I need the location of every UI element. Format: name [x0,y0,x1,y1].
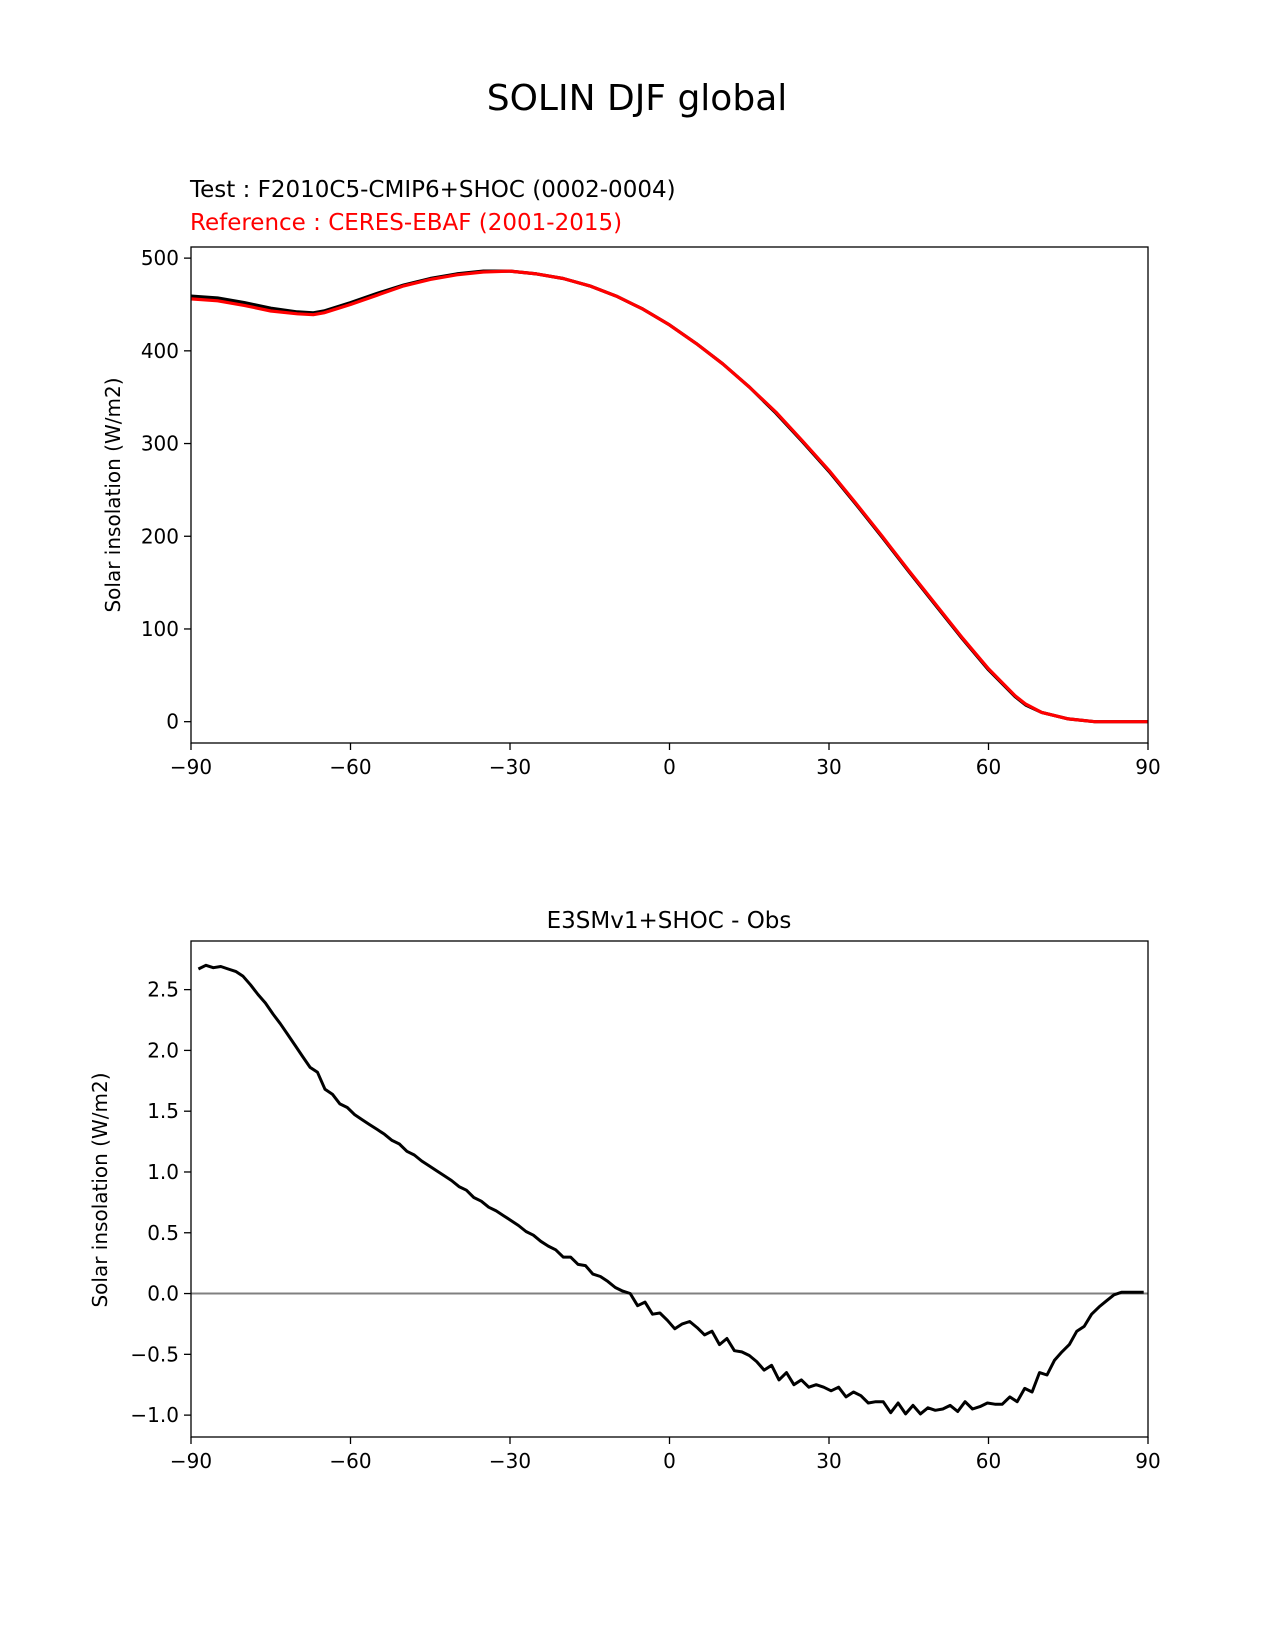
x-tick-label: −30 [489,1449,531,1473]
x-tick-label: −60 [329,1449,371,1473]
top-ylabel: Solar insolation (W/m2) [101,377,125,612]
top-tick-group: −90 −60 −30 0 30 60 90 0 100 200 300 400 500 [141,246,1161,779]
y-tick-label: 1.5 [147,1099,179,1123]
x-tick-label: −90 [170,1449,212,1473]
y-tick-label: 0.0 [147,1282,179,1306]
y-tick-label: 2.5 [147,978,179,1002]
x-tick-label: 90 [1135,755,1160,779]
y-tick-label: 200 [141,524,179,548]
bottom-title: E3SMv1+SHOC - Obs [547,908,792,934]
bottom-plot-frame [190,940,1149,1438]
y-tick-label: 0.5 [147,1221,179,1245]
x-tick-label: −90 [170,755,212,779]
figure-title: SOLIN DJF global [487,78,788,119]
y-tick-label: 500 [141,246,179,270]
top-series-group [190,269,1148,724]
test-title: Test : F2010C5-CMIP6+SHOC (0002-0004) [189,177,676,203]
top-panel: Test : F2010C5-CMIP6+SHOC (0002-0004) Re… [101,177,1161,779]
test-series-line [190,269,1148,724]
x-tick-label: −60 [329,755,371,779]
bottom-series-group [191,963,1148,1416]
bottom-panel: E3SMv1+SHOC - Obs Solar insolation (W/m2… [88,908,1161,1473]
x-tick-label: 90 [1135,1449,1160,1473]
top-plot-frame [190,246,1149,744]
reference-title: Reference : CERES-EBAF (2001-2015) [190,210,622,236]
x-tick-label: 60 [976,1449,1001,1473]
y-tick-label: 400 [141,339,179,363]
x-tick-label: 30 [816,1449,841,1473]
y-tick-label: −0.5 [130,1342,179,1366]
reference-series-line [190,269,1148,724]
x-tick-label: −30 [489,755,531,779]
y-tick-label: −1.0 [130,1403,179,1427]
x-tick-label: 30 [816,755,841,779]
bottom-ylabel: Solar insolation (W/m2) [88,1072,112,1307]
y-tick-label: 0 [166,710,179,734]
x-tick-label: 0 [663,755,676,779]
y-tick-label: 1.0 [147,1160,179,1184]
difference-series-line [197,963,1144,1416]
y-tick-label: 2.0 [147,1038,179,1062]
y-tick-label: 300 [141,432,179,456]
x-tick-label: 60 [976,755,1001,779]
bottom-tick-group: −90 −60 −30 0 30 60 90 −1.0 −0.5 0.0 0.5 1.0 1.5 2.0 2… [130,978,1160,1473]
y-tick-label: 100 [141,617,179,641]
x-tick-label: 0 [663,1449,676,1473]
